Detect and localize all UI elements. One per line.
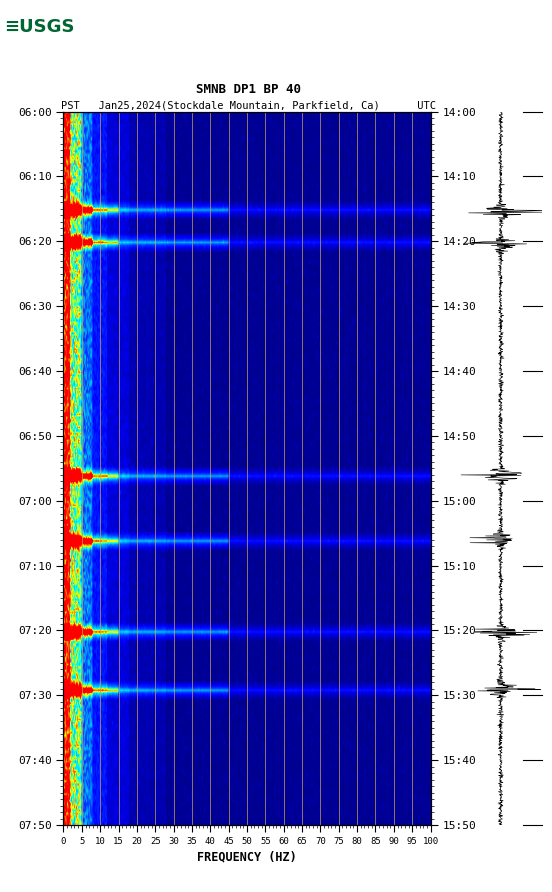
Text: SMNB DP1 BP 40: SMNB DP1 BP 40	[196, 83, 301, 95]
X-axis label: FREQUENCY (HZ): FREQUENCY (HZ)	[197, 850, 297, 863]
Text: ≡USGS: ≡USGS	[4, 18, 75, 36]
Text: PST   Jan25,2024(Stockdale Mountain, Parkfield, Ca)      UTC: PST Jan25,2024(Stockdale Mountain, Parkf…	[61, 100, 436, 111]
